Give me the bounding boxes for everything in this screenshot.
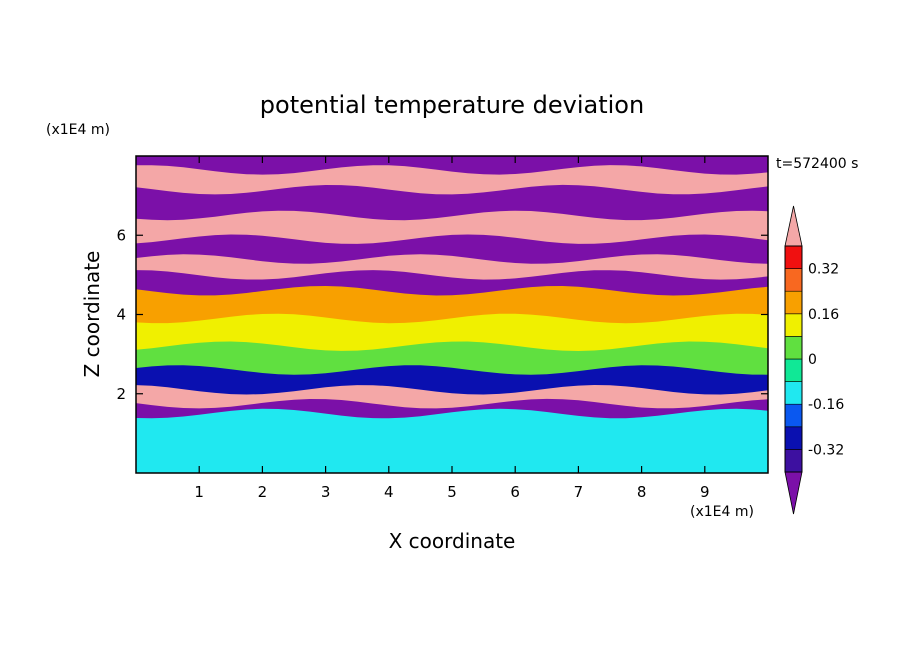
x-tick-label: 8 (637, 483, 647, 501)
x-ticks: 1 2 3 4 5 6 7 8 9 (194, 156, 710, 501)
colorbar-label: 0 (808, 352, 817, 368)
colorbar-frame (784, 245, 803, 473)
field-band (136, 210, 768, 246)
time-label: t=572400 s (776, 156, 858, 172)
colorbar-swatch (784, 290, 803, 315)
x-tick-label: 2 (258, 483, 268, 501)
x-tick-label: 9 (700, 483, 710, 501)
field-band (136, 398, 768, 421)
colorbar-label: -0.32 (808, 442, 844, 458)
colorbar-swatch (784, 426, 803, 450)
heatmap-field (136, 156, 768, 473)
x-unit-label: (x1E4 m) (690, 504, 754, 520)
colorbar-swatch (784, 245, 803, 269)
colorbar-swatch (784, 313, 803, 337)
colorbar-swatch (784, 381, 803, 405)
x-tick-label: 1 (194, 483, 204, 501)
x-tick-label: 6 (510, 483, 520, 501)
y-tick-label: 2 (116, 385, 126, 403)
colorbar-label: -0.16 (808, 397, 844, 413)
field-band (136, 365, 768, 397)
chart-title: potential temperature deviation (260, 91, 644, 119)
colorbar-label: 0.32 (808, 262, 839, 278)
plot-frame (135, 155, 769, 474)
colorbar-over-arrow (784, 205, 803, 247)
x-axis-label: X coordinate (389, 529, 516, 553)
y-axis-label: Z coordinate (80, 251, 104, 378)
x-tick-label: 3 (321, 483, 331, 501)
colorbar-swatch (784, 336, 803, 360)
y-ticks: 2 4 6 (116, 226, 768, 403)
field-band (136, 254, 768, 282)
colorbar-swatch (784, 449, 803, 473)
x-tick-label: 5 (447, 483, 457, 501)
colorbar-swatch (784, 268, 803, 292)
colorbar-under-arrow (784, 471, 803, 515)
y-tick-label: 6 (116, 226, 126, 244)
y-unit-label: (x1E4 m) (46, 122, 110, 138)
x-tick-label: 7 (574, 483, 584, 501)
colorbar: 0.32 0.16 0 -0.16 -0.32 (784, 205, 844, 515)
y-tick-label: 4 (116, 306, 126, 324)
field-band (136, 313, 768, 353)
colorbar-label: 0.16 (808, 307, 839, 323)
x-tick-label: 4 (384, 483, 394, 501)
field-band (136, 156, 768, 177)
field-band (136, 408, 768, 473)
colorbar-swatch (784, 403, 803, 428)
colorbar-swatch (784, 358, 803, 382)
